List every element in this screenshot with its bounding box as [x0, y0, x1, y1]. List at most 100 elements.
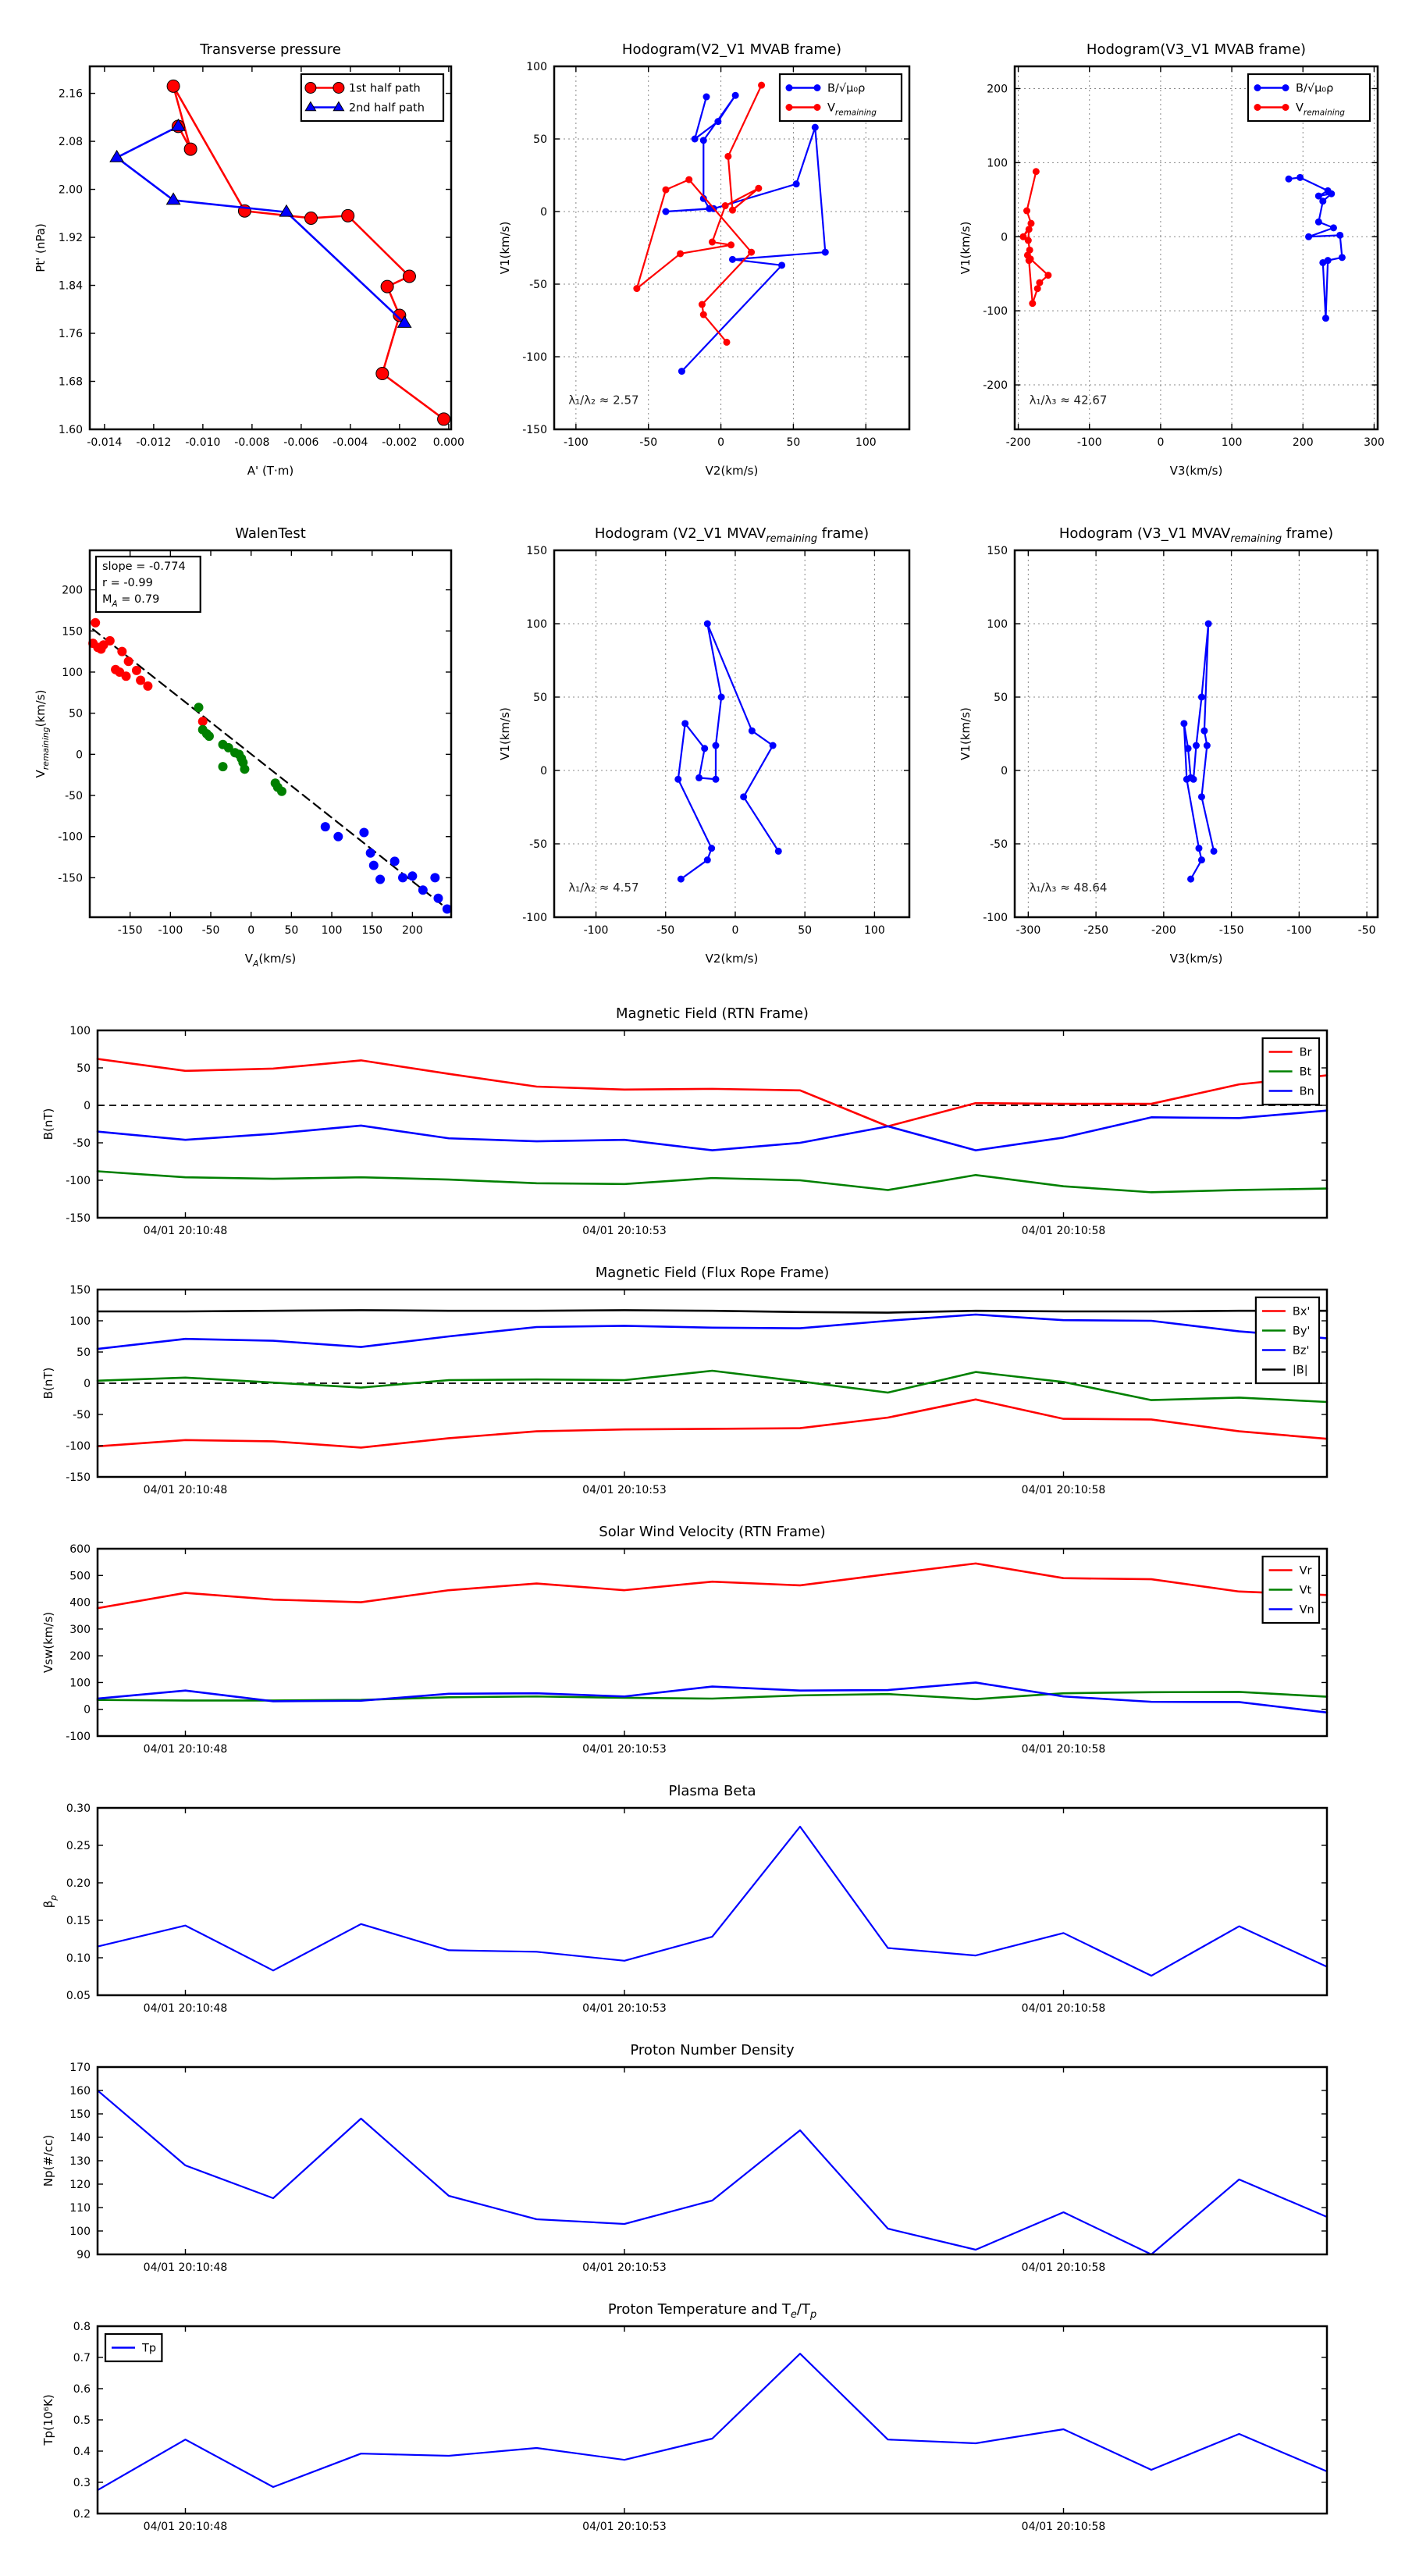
y-tick-label: -100: [66, 1175, 91, 1187]
y-tick-label: -100: [66, 1731, 91, 1743]
y-tick-label: 600: [69, 1543, 91, 1556]
x-tick-label: 50: [798, 924, 812, 937]
chart-title: WalenTest: [235, 525, 306, 542]
x-tick-label: -50: [1358, 924, 1376, 937]
panel-magnetic-field-flux-rope: 04/01 20:10:48 04/01 20:10:53 04/01 20:10:…: [16, 1254, 1389, 1512]
lambda-annotation: λ₁/λ₃ ≈ 48.64: [1030, 881, 1108, 895]
series-Bx-prime: [96, 1398, 1329, 1449]
y-tick-label: 50: [76, 1347, 91, 1359]
lambda-annotation: λ₁/λ₂ ≈ 2.57: [568, 393, 638, 407]
chart-title: Proton Number Density: [630, 2042, 795, 2058]
y-axis-label: Vremaining(km/s): [34, 690, 51, 778]
x-tick-label: -50: [202, 924, 220, 937]
y-tick-label: 1.68: [59, 376, 83, 389]
x-tick-label: 04/01 20:10:58: [1022, 1225, 1106, 1237]
series-Tp: [96, 2353, 1329, 2492]
x-tick-label: 04/01 20:10:53: [582, 1743, 667, 1756]
x-tick-label: 04/01 20:10:53: [582, 1484, 667, 1496]
panel-hodogram-v2v1-mvav: -100 -50 0 50 100 -100 -50 0 50 100 150 Hodogram (V…: [488, 503, 925, 991]
x-tick-label: 0.000: [433, 436, 464, 449]
plot-border: [1013, 549, 1379, 919]
x-tick-label: -0.006: [283, 436, 318, 449]
y-tick-label: -50: [73, 1409, 91, 1421]
x-tick-label: -300: [1016, 924, 1040, 937]
x-tick-label: -0.002: [382, 436, 417, 449]
walen-stats-line: r = -0.99: [102, 577, 153, 589]
chart-title: Hodogram (V3_V1 MVAVremaining frame): [1059, 525, 1333, 545]
y-tick-label: 500: [69, 1570, 91, 1582]
legend: Bx' By' Bz' |B|: [1254, 1296, 1321, 1385]
chart-title: Transverse pressure: [199, 41, 341, 58]
legend: Br Bt Bn: [1261, 1037, 1321, 1106]
y-tick-label: -150: [66, 1212, 91, 1225]
x-tick-label: -150: [118, 924, 143, 937]
y-axis-label: Np(#/cc): [41, 2135, 55, 2187]
y-tick-label: 0: [540, 765, 547, 777]
y-tick-label: 0: [1001, 231, 1008, 244]
legend-label: Vremaining: [1296, 102, 1345, 118]
y-tick-label: 0.05: [66, 1990, 91, 2002]
y-tick-label: 0: [84, 1100, 91, 1112]
x-axis-label: V2(km/s): [706, 952, 759, 966]
legend-label: Bz': [1293, 1345, 1310, 1357]
y-tick-label: 200: [987, 83, 1008, 95]
x-axis-label: VA(km/s): [245, 952, 297, 969]
mag-rtn-svg: 04/01 20:10:48 04/01 20:10:53 04/01 20:10:…: [41, 1005, 1329, 1237]
x-tick-label: 0: [1157, 436, 1164, 449]
y-tick-label: 1.84: [59, 280, 83, 293]
y-tick-label: 1.76: [59, 328, 83, 340]
y-tick-label: 50: [76, 1062, 91, 1075]
y-tick-label: 0.30: [66, 1802, 91, 1815]
y-tick-label: 0.25: [66, 1840, 91, 1852]
panel-proton-number-density: 04/01 20:10:48 04/01 20:10:53 04/01 20:10:…: [16, 2032, 1389, 2290]
y-tick-label: 130: [69, 2155, 91, 2168]
x-tick-label: -150: [1219, 924, 1244, 937]
series-Vn: [96, 1681, 1329, 1714]
chart-title: Plasma Beta: [668, 1783, 756, 1799]
x-tick-label: 300: [1364, 436, 1385, 449]
series-Np: [96, 2089, 1329, 2256]
x-tick-label: 0: [731, 924, 738, 937]
y-tick-label: -100: [522, 351, 547, 364]
series-beta-p: [96, 1825, 1329, 1977]
y-tick-label: -50: [990, 838, 1008, 851]
y-tick-label: 170: [69, 2062, 91, 2074]
x-axis-label: V3(km/s): [1170, 952, 1223, 966]
plot-border: [88, 65, 453, 431]
x-tick-label: 200: [402, 924, 423, 937]
y-tick-label: -100: [983, 912, 1008, 924]
y-tick-label: -150: [58, 872, 83, 884]
y-axis-label: B(nT): [41, 1368, 55, 1400]
mag-flux-rope-svg: 04/01 20:10:48 04/01 20:10:53 04/01 20:10:…: [41, 1265, 1329, 1496]
x-tick-label: 100: [1222, 436, 1243, 449]
y-tick-label: 100: [69, 1025, 91, 1037]
legend-label: B/√μ₀ρ: [827, 83, 865, 95]
series-Vr: [96, 1562, 1329, 1610]
x-tick-label: 100: [864, 924, 885, 937]
panel-magnetic-field-rtn: 04/01 20:10:48 04/01 20:10:53 04/01 20:10:…: [16, 995, 1389, 1253]
transverse-pressure-svg: -0.014 -0.012 -0.010 -0.008 -0.006 -0.004 -0.0…: [34, 41, 464, 478]
y-tick-label: -200: [983, 379, 1008, 392]
y-tick-label: 0.8: [73, 2321, 91, 2333]
lambda-annotation: λ₁/λ₂ ≈ 4.57: [568, 881, 638, 895]
x-tick-label: 04/01 20:10:48: [144, 2521, 228, 2533]
plot-border: [553, 65, 911, 431]
panel-hodogram-v2v1-mvab: -100 -50 0 50 100 -150 -100 -50 0 50 100 Hodogram(V…: [488, 20, 925, 503]
x-tick-label: 200: [1293, 436, 1314, 449]
legend-label: B/√μ₀ρ: [1296, 83, 1333, 95]
y-tick-label: 0: [1001, 765, 1008, 777]
x-tick-label: -0.008: [234, 436, 269, 449]
hodogram-v2v1-mvav-svg: -100 -50 0 50 100 -100 -50 0 50 100 150 Hodogram (V…: [498, 525, 911, 966]
y-tick-label: 50: [994, 692, 1008, 704]
plasma-beta-svg: 04/01 20:10:48 04/01 20:10:53 04/01 20:10:…: [41, 1783, 1329, 2015]
y-tick-label: 0: [76, 749, 83, 761]
legend-label: Tp: [141, 2343, 156, 2355]
x-tick-label: -100: [1077, 436, 1102, 449]
hodogram-v3v1-mvav-svg: -300 -250 -200 -150 -100 -50 -100 -50 0 50 100 150 H…: [959, 525, 1379, 966]
y-tick-label: 400: [69, 1597, 91, 1610]
legend-label: Vn: [1300, 1604, 1314, 1617]
y-axis-label: V1(km/s): [498, 222, 512, 275]
x-tick-label: 150: [361, 924, 382, 937]
x-tick-label: 04/01 20:10:58: [1022, 1484, 1106, 1496]
